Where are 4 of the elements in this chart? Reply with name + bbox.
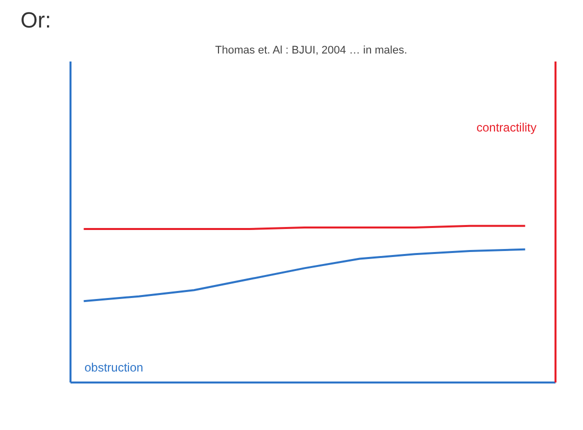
text: contractility [476,120,537,134]
chart-title: Or: [20,8,52,32]
chart-subtitle: Thomas et. Al : BJUI, 2004 … in males. [215,44,408,56]
text: obstruction [84,360,144,374]
